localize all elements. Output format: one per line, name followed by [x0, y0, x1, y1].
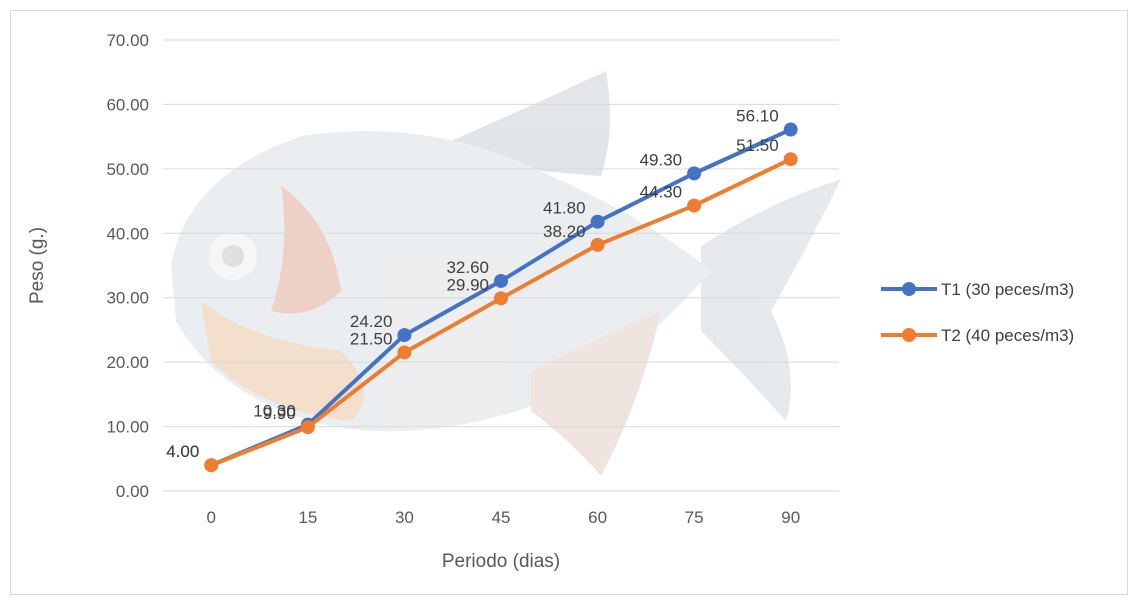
y-tick-label: 70.00: [106, 31, 149, 50]
data-point: [397, 345, 412, 360]
y-axis-ticks: 0.00 10.00 20.00 30.00 40.00 50.00 60.00 70.00: [106, 31, 149, 501]
data-label: 32.60: [446, 258, 489, 277]
data-label: 24.20: [350, 312, 393, 331]
data-point: [300, 420, 315, 435]
data-label: 21.50: [350, 329, 393, 348]
data-point: [687, 166, 702, 181]
x-axis-title: Periodo (dias): [442, 551, 560, 572]
x-axis-ticks: 0 15 30 45 60 75 90: [207, 508, 801, 527]
data-label: 44.30: [640, 183, 683, 202]
chart-frame: 0.00 10.00 20.00 30.00 40.00 50.00 60.00 70.00 …: [10, 10, 1128, 595]
x-tick-label: 45: [492, 508, 511, 527]
data-label: 41.80: [543, 199, 586, 218]
legend-swatch-marker: [902, 282, 916, 296]
x-tick-label: 0: [207, 508, 216, 527]
data-point: [397, 328, 412, 343]
y-axis-title: Peso (g.): [27, 227, 48, 304]
data-label: 49.30: [640, 150, 683, 169]
data-point: [590, 237, 605, 252]
data-label: 56.10: [736, 107, 779, 126]
legend-label: T1 (30 peces/m3): [941, 280, 1074, 299]
fish-image: [171, 71, 841, 476]
y-tick-label: 20.00: [106, 353, 149, 372]
data-label: 29.90: [446, 275, 489, 294]
data-label: 51.50: [736, 136, 779, 155]
data-point: [590, 214, 605, 229]
y-tick-label: 30.00: [106, 289, 149, 308]
x-tick-label: 75: [685, 508, 704, 527]
y-tick-label: 40.00: [106, 224, 149, 243]
x-tick-label: 90: [781, 508, 800, 527]
y-tick-label: 0.00: [116, 482, 149, 501]
line-chart: 0.0010.0020.0030.0040.0050.0060.0070.00 …: [27, 31, 1074, 572]
data-point: [204, 458, 219, 473]
x-tick-label: 30: [395, 508, 414, 527]
data-label: 10.30: [253, 402, 296, 421]
y-tick-label: 60.00: [106, 95, 149, 114]
data-point: [783, 152, 798, 167]
x-tick-label: 15: [298, 508, 317, 527]
legend-swatch-marker: [902, 328, 916, 342]
data-label: 38.20: [543, 222, 586, 241]
legend: T1 (30 peces/m3) T2 (40 peces/m3): [881, 280, 1074, 345]
data-label: 4.00: [166, 442, 199, 461]
data-point: [687, 198, 702, 213]
data-point: [783, 122, 798, 137]
data-point: [494, 273, 508, 288]
y-tick-label: 10.00: [106, 418, 149, 437]
series-layer: [204, 122, 798, 473]
data-point: [494, 291, 508, 306]
data-label: 4.00: [166, 442, 199, 461]
x-tick-label: 60: [588, 508, 607, 527]
data-labels: 4.0010.3024.2032.6041.8049.3056.104.009.…: [166, 107, 779, 462]
data-label: 9.90: [263, 404, 296, 423]
y-tick-label: 50.00: [106, 160, 149, 179]
grid-lines: [163, 39, 839, 492]
legend-label: T2 (40 peces/m3): [941, 326, 1074, 345]
